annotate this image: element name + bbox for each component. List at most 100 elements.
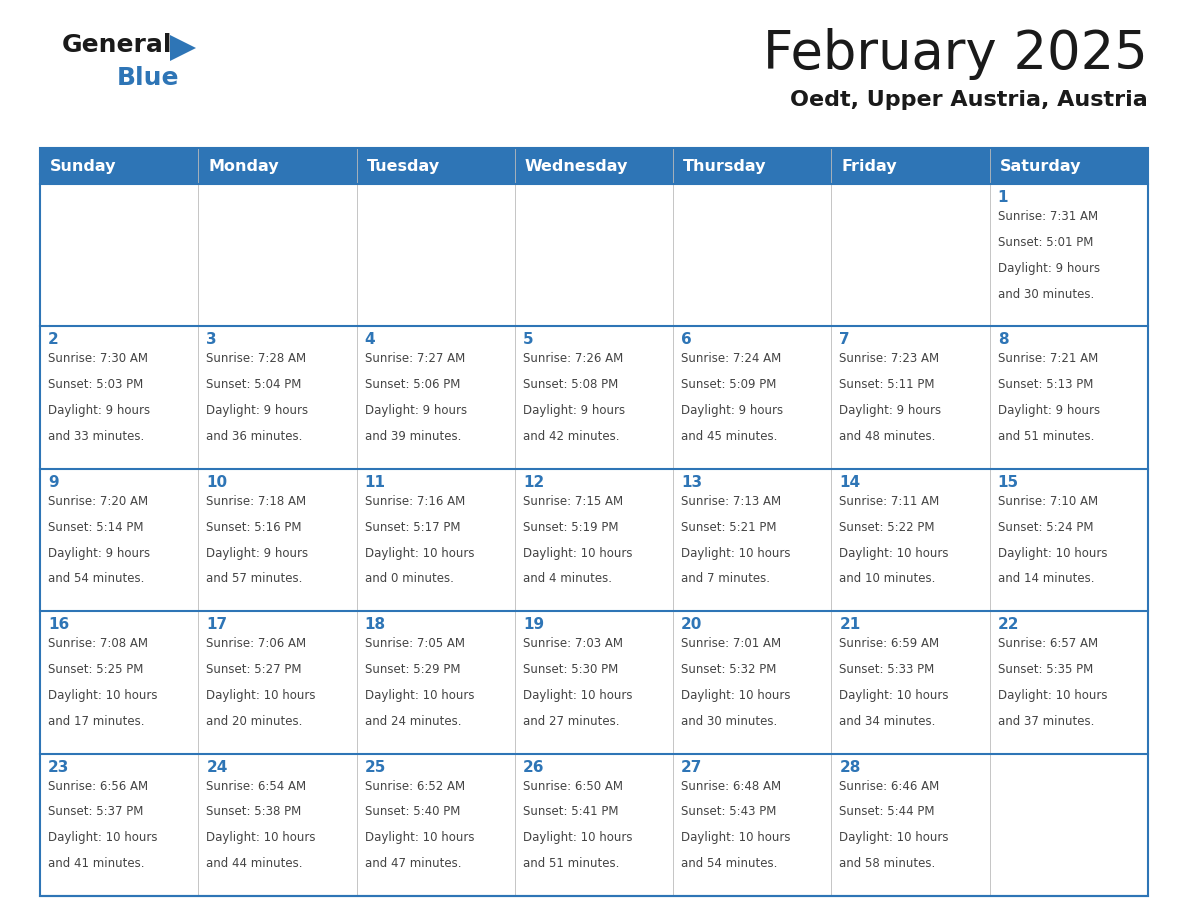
Text: 3: 3 (207, 332, 217, 347)
Text: Sunset: 5:44 PM: Sunset: 5:44 PM (840, 805, 935, 819)
Bar (990, 184, 1148, 327)
Text: 21: 21 (840, 617, 860, 633)
Text: Sunset: 5:17 PM: Sunset: 5:17 PM (365, 521, 460, 533)
Bar (832, 469, 990, 611)
Text: 18: 18 (365, 617, 386, 633)
Text: and 45 minutes.: and 45 minutes. (681, 430, 777, 443)
Bar (514, 469, 674, 611)
Text: and 30 minutes.: and 30 minutes. (998, 287, 1094, 300)
Text: Daylight: 9 hours: Daylight: 9 hours (523, 404, 625, 417)
Text: 2: 2 (48, 332, 58, 347)
Text: Daylight: 10 hours: Daylight: 10 hours (681, 546, 791, 560)
Text: and 37 minutes.: and 37 minutes. (998, 715, 1094, 728)
Text: and 34 minutes.: and 34 minutes. (840, 715, 936, 728)
Text: Wednesday: Wednesday (525, 159, 628, 174)
Text: Daylight: 9 hours: Daylight: 9 hours (365, 404, 467, 417)
Bar (40, 148, 1148, 896)
Text: 26: 26 (523, 759, 544, 775)
Text: Sunset: 5:37 PM: Sunset: 5:37 PM (48, 805, 144, 819)
Text: Sunrise: 7:06 AM: Sunrise: 7:06 AM (207, 637, 307, 650)
Text: Daylight: 9 hours: Daylight: 9 hours (681, 404, 783, 417)
Text: 13: 13 (681, 475, 702, 490)
Text: and 44 minutes.: and 44 minutes. (207, 857, 303, 870)
Text: Blue: Blue (116, 66, 179, 90)
Text: Saturday: Saturday (1000, 159, 1081, 174)
Text: and 58 minutes.: and 58 minutes. (840, 857, 936, 870)
Text: 4: 4 (365, 332, 375, 347)
Text: Sunrise: 7:03 AM: Sunrise: 7:03 AM (523, 637, 623, 650)
Bar (356, 611, 514, 754)
Bar (674, 327, 832, 469)
Text: Sunrise: 7:21 AM: Sunrise: 7:21 AM (998, 353, 1098, 365)
Bar (674, 184, 832, 327)
Text: Daylight: 9 hours: Daylight: 9 hours (998, 404, 1100, 417)
Text: 1: 1 (998, 190, 1009, 205)
Text: and 54 minutes.: and 54 minutes. (48, 573, 145, 586)
Text: Daylight: 9 hours: Daylight: 9 hours (840, 404, 942, 417)
Bar (40, 754, 198, 896)
Text: Sunrise: 7:10 AM: Sunrise: 7:10 AM (998, 495, 1098, 508)
Text: Friday: Friday (841, 159, 897, 174)
Text: and 20 minutes.: and 20 minutes. (207, 715, 303, 728)
Text: and 4 minutes.: and 4 minutes. (523, 573, 612, 586)
Text: Sunrise: 7:26 AM: Sunrise: 7:26 AM (523, 353, 624, 365)
Bar (674, 754, 832, 896)
Text: Sunrise: 7:08 AM: Sunrise: 7:08 AM (48, 637, 148, 650)
Text: and 51 minutes.: and 51 minutes. (523, 857, 619, 870)
Text: Daylight: 10 hours: Daylight: 10 hours (48, 832, 158, 845)
Bar (514, 754, 674, 896)
Text: Daylight: 9 hours: Daylight: 9 hours (207, 546, 309, 560)
Text: Sunset: 5:03 PM: Sunset: 5:03 PM (48, 378, 144, 391)
Bar (198, 754, 356, 896)
Text: 24: 24 (207, 759, 228, 775)
Text: Sunset: 5:09 PM: Sunset: 5:09 PM (681, 378, 777, 391)
Text: Daylight: 9 hours: Daylight: 9 hours (48, 404, 150, 417)
Text: 20: 20 (681, 617, 702, 633)
Bar (40, 184, 198, 327)
Text: 25: 25 (365, 759, 386, 775)
Text: Sunrise: 6:54 AM: Sunrise: 6:54 AM (207, 779, 307, 792)
Bar (832, 184, 990, 327)
Text: Daylight: 10 hours: Daylight: 10 hours (207, 832, 316, 845)
Text: General: General (62, 33, 172, 57)
Text: Daylight: 10 hours: Daylight: 10 hours (840, 832, 949, 845)
Text: and 51 minutes.: and 51 minutes. (998, 430, 1094, 443)
Text: Daylight: 10 hours: Daylight: 10 hours (840, 688, 949, 702)
Text: and 14 minutes.: and 14 minutes. (998, 573, 1094, 586)
Text: Sunrise: 7:20 AM: Sunrise: 7:20 AM (48, 495, 148, 508)
Text: Sunset: 5:27 PM: Sunset: 5:27 PM (207, 663, 302, 676)
Text: Sunset: 5:22 PM: Sunset: 5:22 PM (840, 521, 935, 533)
Text: Sunrise: 7:13 AM: Sunrise: 7:13 AM (681, 495, 782, 508)
Text: Sunrise: 6:46 AM: Sunrise: 6:46 AM (840, 779, 940, 792)
Text: and 36 minutes.: and 36 minutes. (207, 430, 303, 443)
Text: and 10 minutes.: and 10 minutes. (840, 573, 936, 586)
Bar (40, 148, 1148, 184)
Bar (40, 611, 198, 754)
Text: Sunset: 5:24 PM: Sunset: 5:24 PM (998, 521, 1093, 533)
Text: Sunset: 5:38 PM: Sunset: 5:38 PM (207, 805, 302, 819)
Text: Sunrise: 7:01 AM: Sunrise: 7:01 AM (681, 637, 782, 650)
Text: Sunset: 5:41 PM: Sunset: 5:41 PM (523, 805, 619, 819)
Text: Tuesday: Tuesday (367, 159, 440, 174)
Text: and 7 minutes.: and 7 minutes. (681, 573, 770, 586)
Text: Daylight: 9 hours: Daylight: 9 hours (48, 546, 150, 560)
Bar (198, 611, 356, 754)
Bar (40, 327, 198, 469)
Text: Sunrise: 7:23 AM: Sunrise: 7:23 AM (840, 353, 940, 365)
Text: Sunrise: 6:59 AM: Sunrise: 6:59 AM (840, 637, 940, 650)
Text: Sunrise: 6:57 AM: Sunrise: 6:57 AM (998, 637, 1098, 650)
Text: Oedt, Upper Austria, Austria: Oedt, Upper Austria, Austria (790, 90, 1148, 110)
Text: Sunset: 5:25 PM: Sunset: 5:25 PM (48, 663, 144, 676)
Bar (198, 469, 356, 611)
Bar (356, 327, 514, 469)
Text: and 47 minutes.: and 47 minutes. (365, 857, 461, 870)
Bar (514, 184, 674, 327)
Text: Sunset: 5:13 PM: Sunset: 5:13 PM (998, 378, 1093, 391)
Bar (514, 611, 674, 754)
Text: Daylight: 10 hours: Daylight: 10 hours (998, 688, 1107, 702)
Text: Daylight: 10 hours: Daylight: 10 hours (523, 546, 632, 560)
Text: Sunrise: 7:05 AM: Sunrise: 7:05 AM (365, 637, 465, 650)
Text: 16: 16 (48, 617, 69, 633)
Text: Sunrise: 7:30 AM: Sunrise: 7:30 AM (48, 353, 148, 365)
Text: 9: 9 (48, 475, 58, 490)
